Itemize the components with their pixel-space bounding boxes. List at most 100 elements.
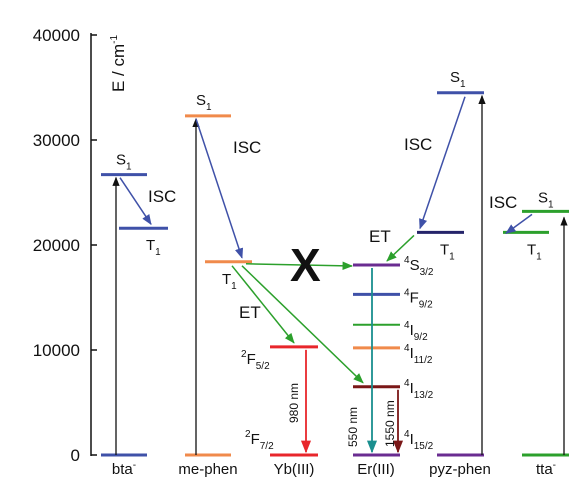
y-tick-label-3: 30000 <box>33 131 80 150</box>
state-label-pyzphen-t1: T1 <box>440 241 455 262</box>
state-label-er-i132: 4I13/2 <box>404 378 434 401</box>
category-label-pyzphen-base: pyz-phen <box>429 461 491 478</box>
state-label-yb-f72-sub: 7/2 <box>260 441 274 452</box>
state-label-er-s32-base: S <box>410 257 420 274</box>
state-label-mephen-t1-sub: 1 <box>231 281 237 292</box>
state-label-bta-s1-sub: 1 <box>126 162 132 173</box>
energy-levels <box>101 91 569 457</box>
state-label-er-s32-sup: 4 <box>404 255 410 266</box>
wavelength-980: 980 nm <box>287 383 301 423</box>
category-label-yb: Yb(III) <box>274 461 315 478</box>
state-label-er-i152-sub: 15/2 <box>414 441 434 452</box>
isc-label-pyzphen: ISC <box>404 135 432 154</box>
arrow-pyzphen-isc <box>419 96 466 230</box>
state-label-mephen-t1-base: T <box>222 271 231 288</box>
category-label-tta: tta- <box>536 460 556 478</box>
state-label-tta-s1-sub: 1 <box>548 199 554 210</box>
y-axis-title: E / cm-1 <box>109 34 128 92</box>
state-label-er-i132-base: I <box>410 380 414 397</box>
y-axis: 0 10000 20000 30000 40000 E / cm-1 <box>33 26 128 465</box>
state-label-pyzphen-s1: S1 <box>450 69 466 90</box>
state-label-tta-t1-sub: 1 <box>536 251 542 262</box>
category-label-mephen-base: me-phen <box>178 461 237 478</box>
y-tick-label-1: 10000 <box>33 341 80 360</box>
isc-label-tta: ISC <box>489 193 517 212</box>
state-label-tta-t1-base: T <box>527 241 536 258</box>
state-label-yb-f52: 2F5/2 <box>241 349 270 372</box>
state-label-er-i92-sub: 9/2 <box>414 332 428 343</box>
state-label-er-s32: 4S3/2 <box>404 255 434 278</box>
state-label-yb-f72-base: F <box>251 431 260 448</box>
category-label-bta: bta- <box>112 460 136 478</box>
arrow-tta-isc <box>505 213 533 235</box>
category-label-er-base: Er(III) <box>357 461 395 478</box>
category-label-er: Er(III) <box>357 461 395 478</box>
isc-label-bta: ISC <box>148 187 176 206</box>
state-label-tta-s1: S1 <box>538 189 554 210</box>
state-label-er-i112: 4I11/2 <box>404 343 433 366</box>
state-label-er-f92-sup: 4 <box>404 287 410 298</box>
y-axis-title-base: E / cm <box>109 44 128 92</box>
transition-arrows <box>112 94 568 455</box>
state-label-pyzphen-t1-sub: 1 <box>449 251 455 262</box>
category-label-tta-base: tta <box>536 461 553 478</box>
category-label-mephen: me-phen <box>178 461 237 478</box>
state-label-er-f92-base: F <box>410 289 419 306</box>
state-label-er-i112-sup: 4 <box>404 343 410 354</box>
state-label-yb-f52-base: F <box>247 351 256 368</box>
state-label-yb-f52-sub: 5/2 <box>256 361 270 372</box>
state-label-mephen-t1: T1 <box>222 271 237 292</box>
wavelength-labels: 980 nm 550 nm 1550 nm <box>287 383 397 447</box>
state-label-er-i132-sub: 13/2 <box>414 390 434 401</box>
process-annotations: ISC ISC ISC ISC ET ET X <box>148 135 517 322</box>
category-label-bta-sup: - <box>133 460 136 471</box>
state-label-er-i112-sub: 11/2 <box>414 355 433 366</box>
state-label-bta-t1: T1 <box>146 237 161 258</box>
state-label-tta-t1: T1 <box>527 241 542 262</box>
y-tick-label-4: 40000 <box>33 26 80 45</box>
state-label-er-i152-sup: 4 <box>404 429 410 440</box>
y-tick-label-2: 20000 <box>33 236 80 255</box>
y-axis-ticks: 0 10000 20000 30000 40000 <box>33 26 97 465</box>
state-label-bta-t1-sub: 1 <box>155 247 161 258</box>
state-label-yb-f72: 2F7/2 <box>245 429 274 452</box>
arrow-mephen-et-er-s32 <box>245 261 354 270</box>
state-label-er-i132-sup: 4 <box>404 378 410 389</box>
state-label-er-i92-sup: 4 <box>404 320 410 331</box>
state-label-tta-s1-base: S <box>538 189 548 206</box>
state-label-bta-s1: S1 <box>116 152 132 173</box>
state-label-er-s32-sub: 3/2 <box>420 267 434 278</box>
state-label-er-f92-sub: 9/2 <box>419 299 433 310</box>
state-label-er-i152-base: I <box>410 431 414 448</box>
arrow-mephen-isc <box>195 118 244 259</box>
arrow-pyzphen-et-er <box>386 234 415 262</box>
state-label-pyzphen-s1-base: S <box>450 69 460 86</box>
state-label-bta-s1-base: S <box>116 152 126 169</box>
arrow-bta-isc <box>119 177 152 226</box>
state-label-mephen-s1-base: S <box>196 92 206 109</box>
wavelength-1550: 1550 nm <box>383 400 397 447</box>
state-label-mephen-s1: S1 <box>196 92 212 113</box>
state-label-mephen-s1-sub: 1 <box>206 102 212 113</box>
wavelength-550: 550 nm <box>346 407 360 447</box>
category-label-tta-sup: - <box>553 460 556 471</box>
category-label-yb-base: Yb(III) <box>274 461 315 478</box>
et-label-mephen: ET <box>239 303 261 322</box>
y-axis-title-sup: -1 <box>109 34 120 43</box>
arrow-mephen-et-er-i132 <box>241 265 364 384</box>
state-label-er-i112-base: I <box>410 345 414 362</box>
blocked-transfer-cross: X <box>290 239 321 291</box>
y-tick-label-0: 0 <box>71 446 80 465</box>
isc-label-mephen: ISC <box>233 138 261 157</box>
state-label-er-i92-base: I <box>410 322 414 339</box>
category-label-bta-base: bta <box>112 461 134 478</box>
state-label-er-i152: 4I15/2 <box>404 429 434 452</box>
state-label-yb-f72-sup: 2 <box>245 429 251 440</box>
state-label-pyzphen-t1-base: T <box>440 241 449 258</box>
category-labels: bta-me-phen Yb(III) Er(III) pyz-phen tta- <box>112 460 556 478</box>
category-label-pyzphen: pyz-phen <box>429 461 491 478</box>
state-label-pyzphen-s1-sub: 1 <box>460 79 466 90</box>
state-label-bta-t1-base: T <box>146 237 155 254</box>
state-label-er-i92: 4I9/2 <box>404 320 428 343</box>
